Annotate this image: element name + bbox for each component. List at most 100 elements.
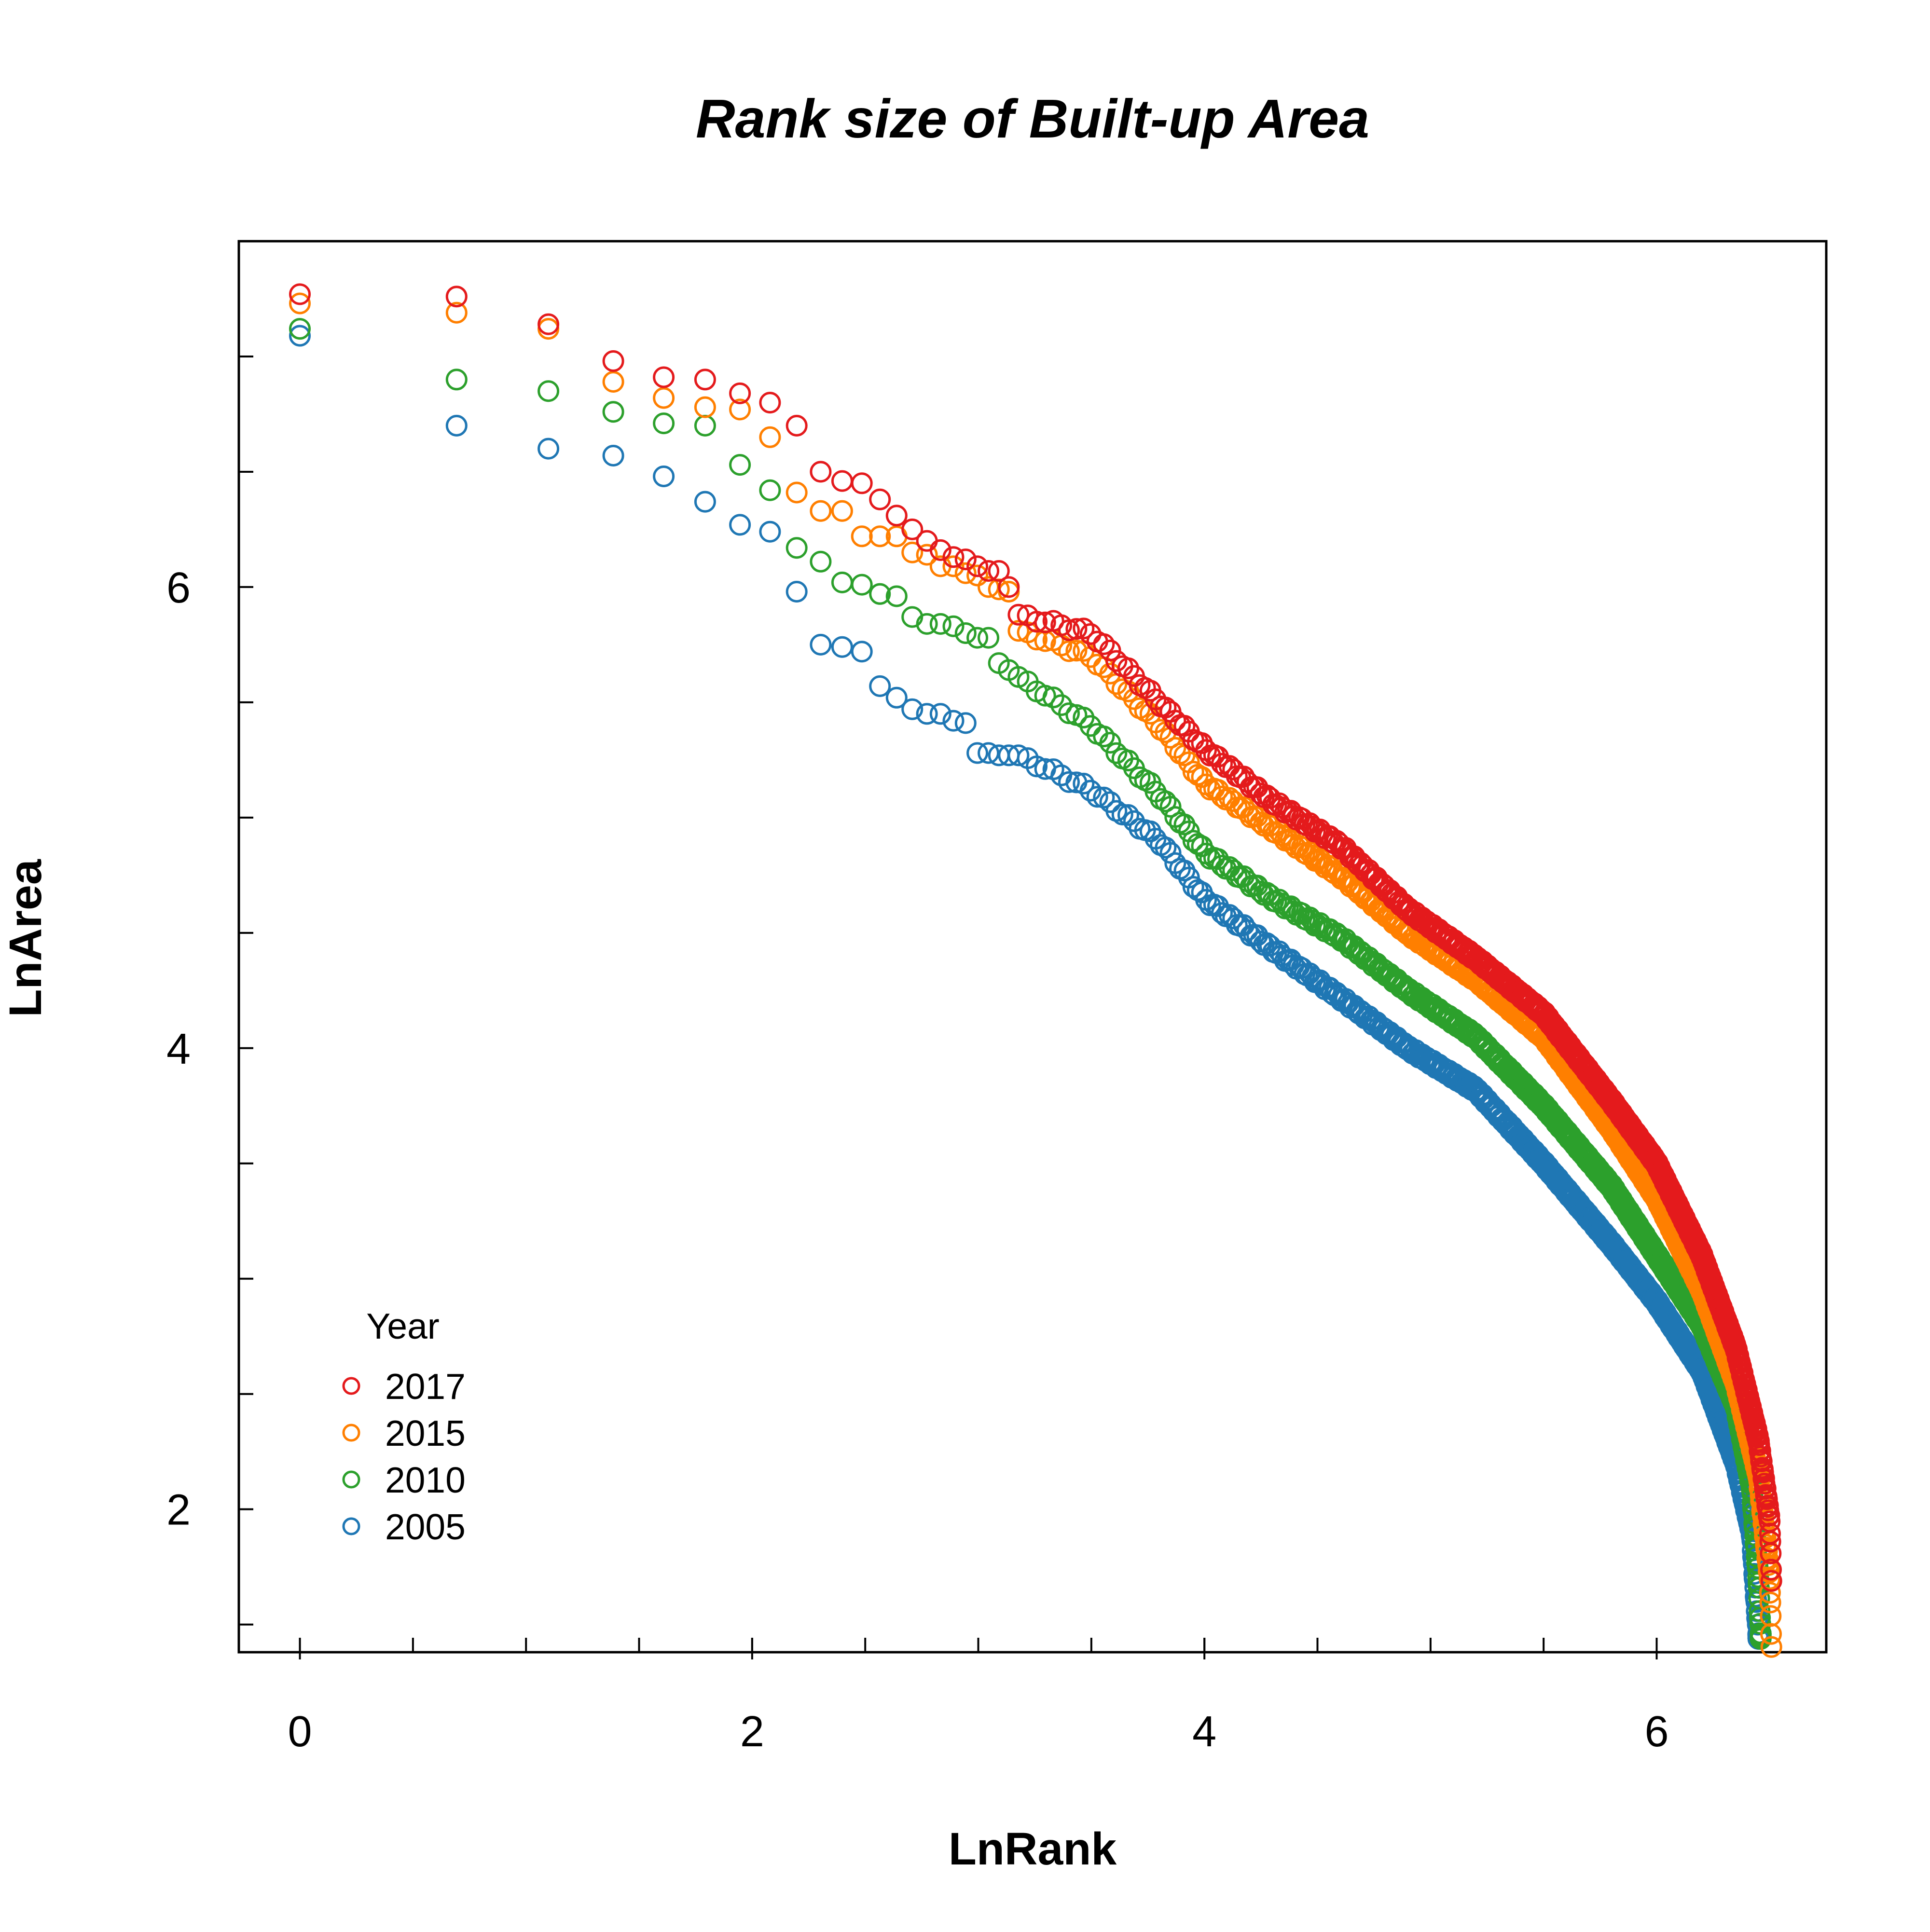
- data-point: [729, 454, 751, 476]
- data-point: [1211, 785, 1233, 808]
- data-point: [810, 633, 832, 656]
- data-point: [729, 398, 751, 421]
- legend-marker: [342, 1470, 360, 1489]
- data-point: [289, 292, 311, 315]
- legend-label: 2005: [385, 1507, 466, 1547]
- data-point: [1050, 694, 1073, 716]
- data-point: [694, 491, 716, 513]
- data-point: [1757, 1554, 1779, 1576]
- data-point: [1159, 842, 1182, 864]
- legend-label: 2010: [385, 1460, 466, 1500]
- x-tick-label: 0: [288, 1708, 312, 1756]
- data-point: [1155, 836, 1177, 859]
- data-point: [942, 710, 965, 732]
- x-axis: 0 2 4 6: [288, 1638, 1669, 1756]
- data-point: [1759, 1531, 1781, 1553]
- data-point: [966, 742, 989, 764]
- data-point: [653, 387, 675, 409]
- data-point: [1760, 1559, 1782, 1581]
- data-point: [831, 500, 853, 522]
- data-point: [916, 703, 938, 725]
- x-axis-label: LnRank: [949, 1823, 1117, 1875]
- data-point: [851, 472, 873, 494]
- data-point: [929, 539, 951, 561]
- data-point: [1236, 771, 1258, 793]
- data-points: [289, 283, 1782, 1658]
- data-point: [978, 560, 1000, 582]
- data-point: [786, 581, 808, 603]
- data-point: [694, 414, 716, 437]
- data-point: [901, 698, 924, 720]
- data-point: [1760, 1623, 1782, 1645]
- legend-marker: [342, 1377, 360, 1395]
- data-point: [1007, 620, 1030, 642]
- data-point: [786, 481, 808, 504]
- data-point: [1759, 1591, 1781, 1614]
- data-point: [653, 466, 675, 487]
- data-point: [966, 627, 989, 649]
- data-point: [831, 636, 853, 658]
- data-point: [538, 380, 560, 402]
- legend-label: 2015: [385, 1413, 466, 1453]
- data-point: [1058, 771, 1080, 793]
- data-point: [851, 525, 873, 548]
- data-point: [810, 461, 832, 483]
- data-point: [289, 325, 311, 347]
- data-point: [851, 641, 873, 663]
- series-2010: [289, 318, 1772, 1650]
- data-point: [978, 627, 1000, 649]
- data-point: [1065, 618, 1088, 640]
- data-point: [1754, 1527, 1777, 1548]
- data-point: [916, 544, 938, 566]
- data-point: [1042, 686, 1064, 709]
- data-point: [602, 350, 624, 372]
- data-point: [1105, 742, 1128, 764]
- data-point: [1026, 611, 1048, 633]
- data-point: [1211, 855, 1233, 877]
- data-point: [810, 500, 832, 522]
- data-point: [445, 286, 468, 308]
- data-point: [1007, 744, 1030, 767]
- data-point: [1093, 786, 1115, 808]
- legend: Year 2017 2015 2010 2005: [342, 1306, 466, 1547]
- data-point: [810, 550, 832, 573]
- data-point: [988, 560, 1010, 582]
- data-point: [1759, 1568, 1781, 1590]
- data-point: [1155, 790, 1177, 812]
- data-point: [1117, 804, 1139, 826]
- data-point: [1065, 640, 1088, 662]
- data-point: [831, 571, 853, 593]
- x-tick-label: 6: [1644, 1708, 1668, 1756]
- data-point: [942, 555, 965, 577]
- data-point: [1079, 715, 1102, 737]
- data-point: [885, 585, 908, 607]
- data-point: [1760, 1636, 1782, 1658]
- data-point: [694, 396, 716, 418]
- data-point: [966, 564, 989, 587]
- data-point: [759, 479, 781, 501]
- legend-marker: [342, 1517, 360, 1535]
- y-axis-label: LnArea: [0, 859, 51, 1017]
- data-point: [1099, 732, 1121, 754]
- data-point: [445, 301, 468, 324]
- data-point: [1026, 629, 1048, 651]
- data-point: [1760, 1570, 1782, 1592]
- data-point: [901, 541, 924, 563]
- data-point: [729, 382, 751, 404]
- data-point: [869, 675, 891, 697]
- data-point: [786, 537, 808, 559]
- data-point: [1271, 892, 1293, 915]
- data-point: [966, 555, 989, 577]
- series-2015: [289, 292, 1782, 1658]
- data-point: [1034, 685, 1056, 707]
- x-tick-label: 2: [740, 1708, 764, 1756]
- data-point: [1073, 772, 1095, 795]
- data-point: [1093, 726, 1115, 748]
- data-point: [1007, 603, 1030, 626]
- data-point: [289, 283, 311, 305]
- data-point: [1159, 795, 1182, 818]
- data-point: [538, 438, 560, 460]
- data-point: [1073, 617, 1095, 640]
- data-point: [602, 401, 624, 423]
